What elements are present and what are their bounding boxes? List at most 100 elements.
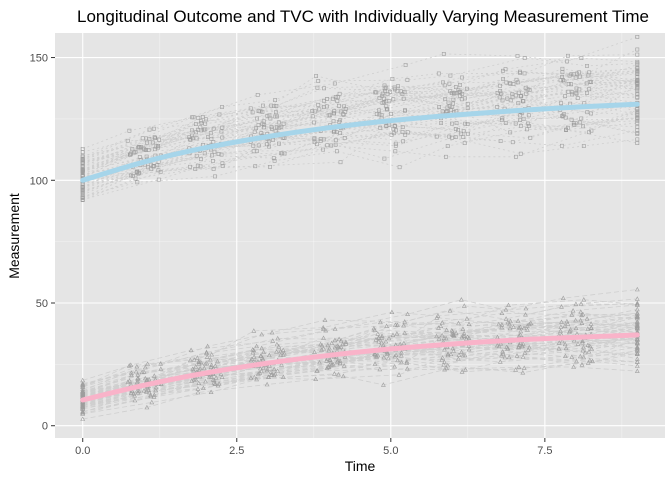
data-point-tvc bbox=[449, 331, 455, 337]
data-point-tvc bbox=[211, 377, 217, 383]
data-point-outcome bbox=[458, 94, 462, 98]
data-point-tvc bbox=[377, 319, 383, 325]
data-point-tvc bbox=[212, 363, 218, 368]
data-point-tvc bbox=[394, 331, 400, 336]
data-point-tvc bbox=[571, 364, 577, 369]
data-point-outcome bbox=[503, 121, 508, 125]
subject-trajectory-tvc bbox=[82, 341, 638, 406]
data-point-outcome bbox=[318, 139, 323, 143]
data-point-outcome bbox=[313, 109, 318, 114]
data-point-outcome bbox=[454, 121, 459, 125]
data-point-tvc bbox=[562, 323, 568, 328]
data-point-outcome bbox=[151, 126, 156, 131]
data-point-tvc bbox=[195, 389, 201, 395]
data-point-tvc bbox=[392, 363, 398, 369]
data-point-outcome bbox=[635, 141, 640, 146]
data-point-tvc bbox=[506, 302, 511, 308]
data-point-tvc bbox=[146, 376, 152, 382]
data-point-outcome bbox=[450, 135, 454, 140]
data-point-tvc bbox=[461, 303, 467, 308]
data-point-tvc bbox=[193, 364, 199, 369]
data-point-tvc bbox=[208, 389, 214, 395]
data-point-outcome bbox=[581, 144, 586, 148]
data-point-outcome bbox=[194, 136, 199, 141]
data-point-outcome bbox=[327, 113, 332, 118]
data-point-tvc bbox=[445, 362, 451, 368]
data-point-tvc bbox=[260, 365, 266, 370]
data-point-outcome bbox=[560, 75, 565, 79]
data-point-outcome bbox=[393, 143, 398, 148]
data-point-tvc bbox=[379, 333, 385, 338]
data-point-outcome bbox=[217, 112, 222, 117]
data-point-outcome bbox=[577, 87, 582, 92]
data-point-tvc bbox=[520, 354, 526, 359]
data-point-tvc bbox=[453, 330, 459, 336]
data-point-tvc bbox=[634, 300, 640, 306]
data-point-outcome bbox=[384, 106, 389, 111]
data-point-tvc bbox=[202, 361, 208, 366]
data-point-outcome bbox=[342, 136, 347, 140]
data-point-outcome bbox=[569, 117, 574, 122]
data-point-tvc bbox=[586, 349, 592, 354]
data-point-outcome bbox=[525, 87, 530, 92]
data-point-tvc bbox=[151, 394, 157, 399]
data-point-tvc bbox=[331, 371, 337, 376]
data-point-tvc bbox=[434, 333, 439, 339]
data-point-tvc bbox=[526, 321, 532, 327]
data-point-tvc bbox=[580, 311, 586, 317]
data-point-tvc bbox=[448, 351, 454, 357]
data-point-tvc bbox=[571, 337, 577, 343]
data-point-tvc bbox=[142, 364, 148, 370]
data-point-outcome bbox=[635, 115, 640, 120]
data-point-outcome bbox=[256, 123, 261, 127]
x-axis-title: Time bbox=[345, 458, 376, 474]
data-point-outcome bbox=[136, 171, 141, 176]
data-point-outcome bbox=[80, 147, 85, 151]
data-point-tvc bbox=[435, 313, 441, 318]
data-point-outcome bbox=[200, 115, 205, 119]
subject-trajectory-tvc bbox=[82, 312, 638, 401]
data-point-tvc bbox=[402, 330, 408, 335]
data-point-tvc bbox=[375, 331, 381, 336]
data-point-outcome bbox=[462, 141, 467, 146]
data-point-outcome bbox=[188, 164, 192, 169]
data-point-tvc bbox=[372, 352, 378, 357]
data-point-tvc bbox=[634, 337, 640, 342]
data-point-tvc bbox=[589, 346, 595, 351]
data-point-tvc bbox=[195, 386, 201, 391]
data-point-tvc bbox=[147, 389, 152, 395]
data-point-tvc bbox=[401, 322, 407, 328]
data-point-outcome bbox=[220, 125, 225, 130]
data-point-tvc bbox=[134, 379, 140, 385]
data-point-outcome bbox=[156, 177, 161, 182]
data-point-outcome bbox=[575, 96, 580, 101]
data-point-outcome bbox=[515, 80, 520, 85]
data-point-outcome bbox=[499, 118, 504, 122]
data-point-tvc bbox=[158, 361, 164, 366]
data-point-outcome bbox=[397, 165, 402, 170]
data-point-tvc bbox=[389, 309, 395, 315]
data-point-tvc bbox=[634, 296, 640, 301]
data-point-tvc bbox=[321, 326, 326, 332]
subject-trajectory-outcome bbox=[82, 94, 638, 185]
data-point-outcome bbox=[390, 77, 395, 81]
subject-trajectory-outcome bbox=[82, 89, 638, 181]
data-point-outcome bbox=[577, 120, 582, 125]
data-point-outcome bbox=[387, 99, 392, 104]
data-point-outcome bbox=[150, 140, 155, 145]
data-point-tvc bbox=[516, 344, 521, 350]
data-point-outcome bbox=[392, 87, 397, 92]
data-point-tvc bbox=[329, 340, 335, 346]
data-point-tvc bbox=[376, 335, 382, 340]
data-point-tvc bbox=[336, 336, 342, 342]
data-point-tvc bbox=[151, 373, 157, 378]
data-point-tvc bbox=[520, 341, 526, 346]
data-point-tvc bbox=[204, 350, 209, 356]
data-point-outcome bbox=[190, 128, 194, 133]
data-point-tvc bbox=[558, 328, 563, 333]
data-point-outcome bbox=[322, 86, 327, 91]
subject-trajectory-outcome bbox=[82, 80, 638, 170]
data-point-tvc bbox=[376, 339, 382, 344]
data-point-outcome bbox=[80, 167, 85, 172]
